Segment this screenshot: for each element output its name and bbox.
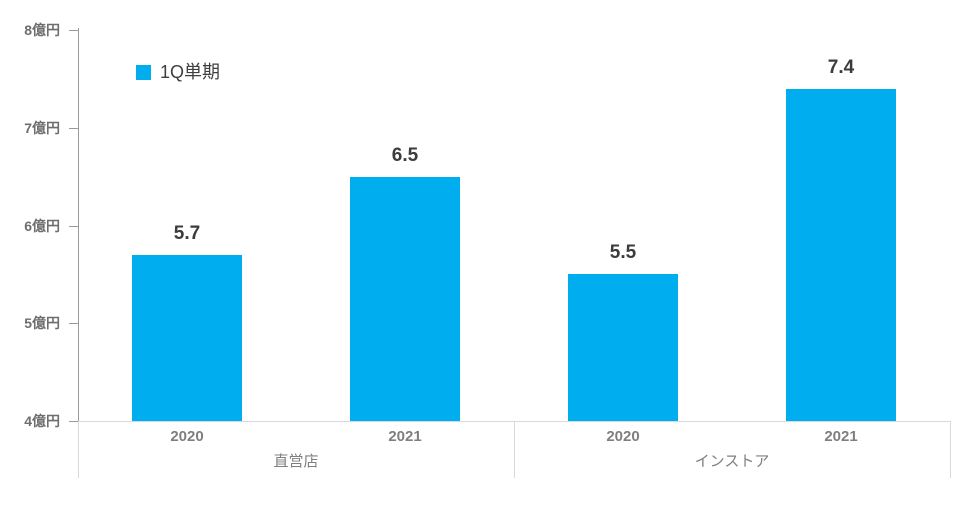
bar-value-label: 5.7 — [173, 223, 201, 244]
y-axis-tick-label: 5億円 — [24, 315, 60, 331]
bar — [786, 89, 896, 421]
x-category-label: 2020 — [606, 428, 640, 445]
y-axis-tick — [69, 421, 78, 422]
y-axis-tick-label: 6億円 — [24, 218, 60, 234]
y-axis-tick — [69, 226, 78, 227]
y-axis-tick-label: 8億円 — [24, 22, 60, 38]
x-group-label: 直営店 — [273, 453, 319, 470]
panel-separator — [950, 421, 951, 478]
y-axis-line — [78, 28, 79, 421]
y-axis-tick-label: 4億円 — [24, 413, 60, 429]
bar — [350, 177, 460, 421]
bar-value-label: 7.4 — [827, 57, 855, 78]
panel-separator — [78, 421, 79, 478]
y-axis-tick — [69, 323, 78, 324]
x-category-label: 2021 — [824, 428, 858, 445]
bar — [568, 274, 678, 421]
y-axis-tick — [69, 128, 78, 129]
bar-value-label: 6.5 — [391, 145, 419, 166]
bar — [132, 255, 242, 421]
y-axis-tick-label: 7億円 — [24, 120, 60, 136]
x-category-label: 2020 — [170, 428, 204, 445]
x-category-label: 2021 — [388, 428, 422, 445]
y-axis-tick — [69, 30, 78, 31]
legend: 1Q単期 — [136, 63, 220, 81]
bar-value-label: 5.5 — [609, 242, 637, 263]
legend-swatch-icon — [136, 64, 151, 80]
panel-separator — [514, 421, 515, 478]
x-group-label: インストア — [694, 453, 770, 470]
legend-label: 1Q単期 — [160, 62, 221, 82]
